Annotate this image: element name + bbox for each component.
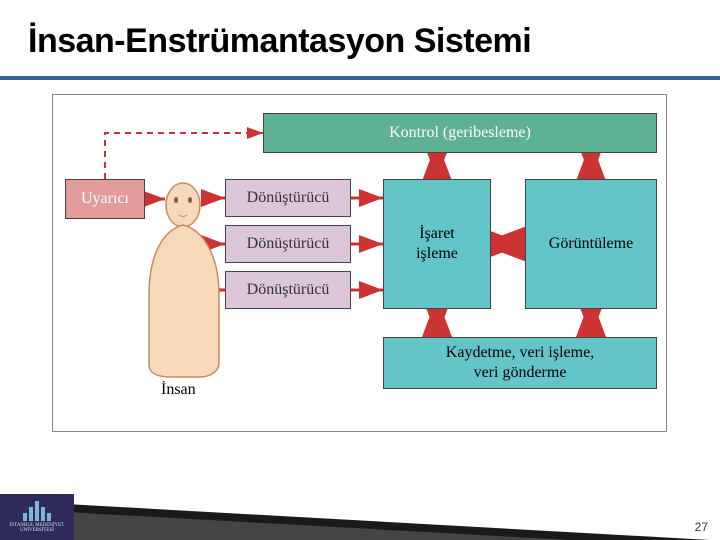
node-kayd: Kaydetme, veri işleme, veri gönderme [383, 337, 657, 389]
node-kontrol: Kontrol (geribesleme) [263, 113, 657, 153]
human-label: İnsan [161, 381, 196, 399]
edge-uyarici-kontrol [105, 133, 263, 179]
node-donus2-label: Dönüştürücü [247, 234, 330, 254]
page-number: 27 [695, 520, 708, 534]
page-title: İnsan-Enstrümantasyon Sistemi [28, 22, 531, 61]
node-gorunt: Görüntüleme [525, 179, 657, 309]
node-donus2: Dönüştürücü [225, 225, 351, 263]
node-uyarici: Uyarıcı [65, 179, 145, 219]
node-donus1-label: Dönüştürücü [247, 188, 330, 208]
node-kontrol-label: Kontrol (geribesleme) [389, 123, 531, 143]
human-figure-icon [149, 183, 219, 377]
node-uyarici-label: Uyarıcı [81, 189, 129, 209]
node-gorunt-label: Görüntüleme [549, 234, 633, 254]
node-donus3: Dönüştürücü [225, 271, 351, 309]
node-isaret: İşaret işleme [383, 179, 491, 309]
footer-wedge [30, 510, 570, 540]
university-logo: İSTANBUL MEDENİYET ÜNİVERSİTESİ [0, 494, 74, 540]
diagram-frame: Uyarıcı Kontrol (geribesleme) Dönüştürüc… [52, 94, 667, 432]
logo-bars-icon [23, 501, 51, 521]
node-donus3-label: Dönüştürücü [247, 280, 330, 300]
title-underline [0, 76, 720, 80]
logo-text: İSTANBUL MEDENİYET ÜNİVERSİTESİ [10, 523, 65, 533]
slide: İnsan-Enstrümantasyon Sistemi [0, 0, 720, 540]
node-isaret-label: İşaret işleme [416, 224, 458, 264]
node-donus1: Dönüştürücü [225, 179, 351, 217]
node-kayd-label: Kaydetme, veri işleme, veri gönderme [446, 343, 594, 383]
